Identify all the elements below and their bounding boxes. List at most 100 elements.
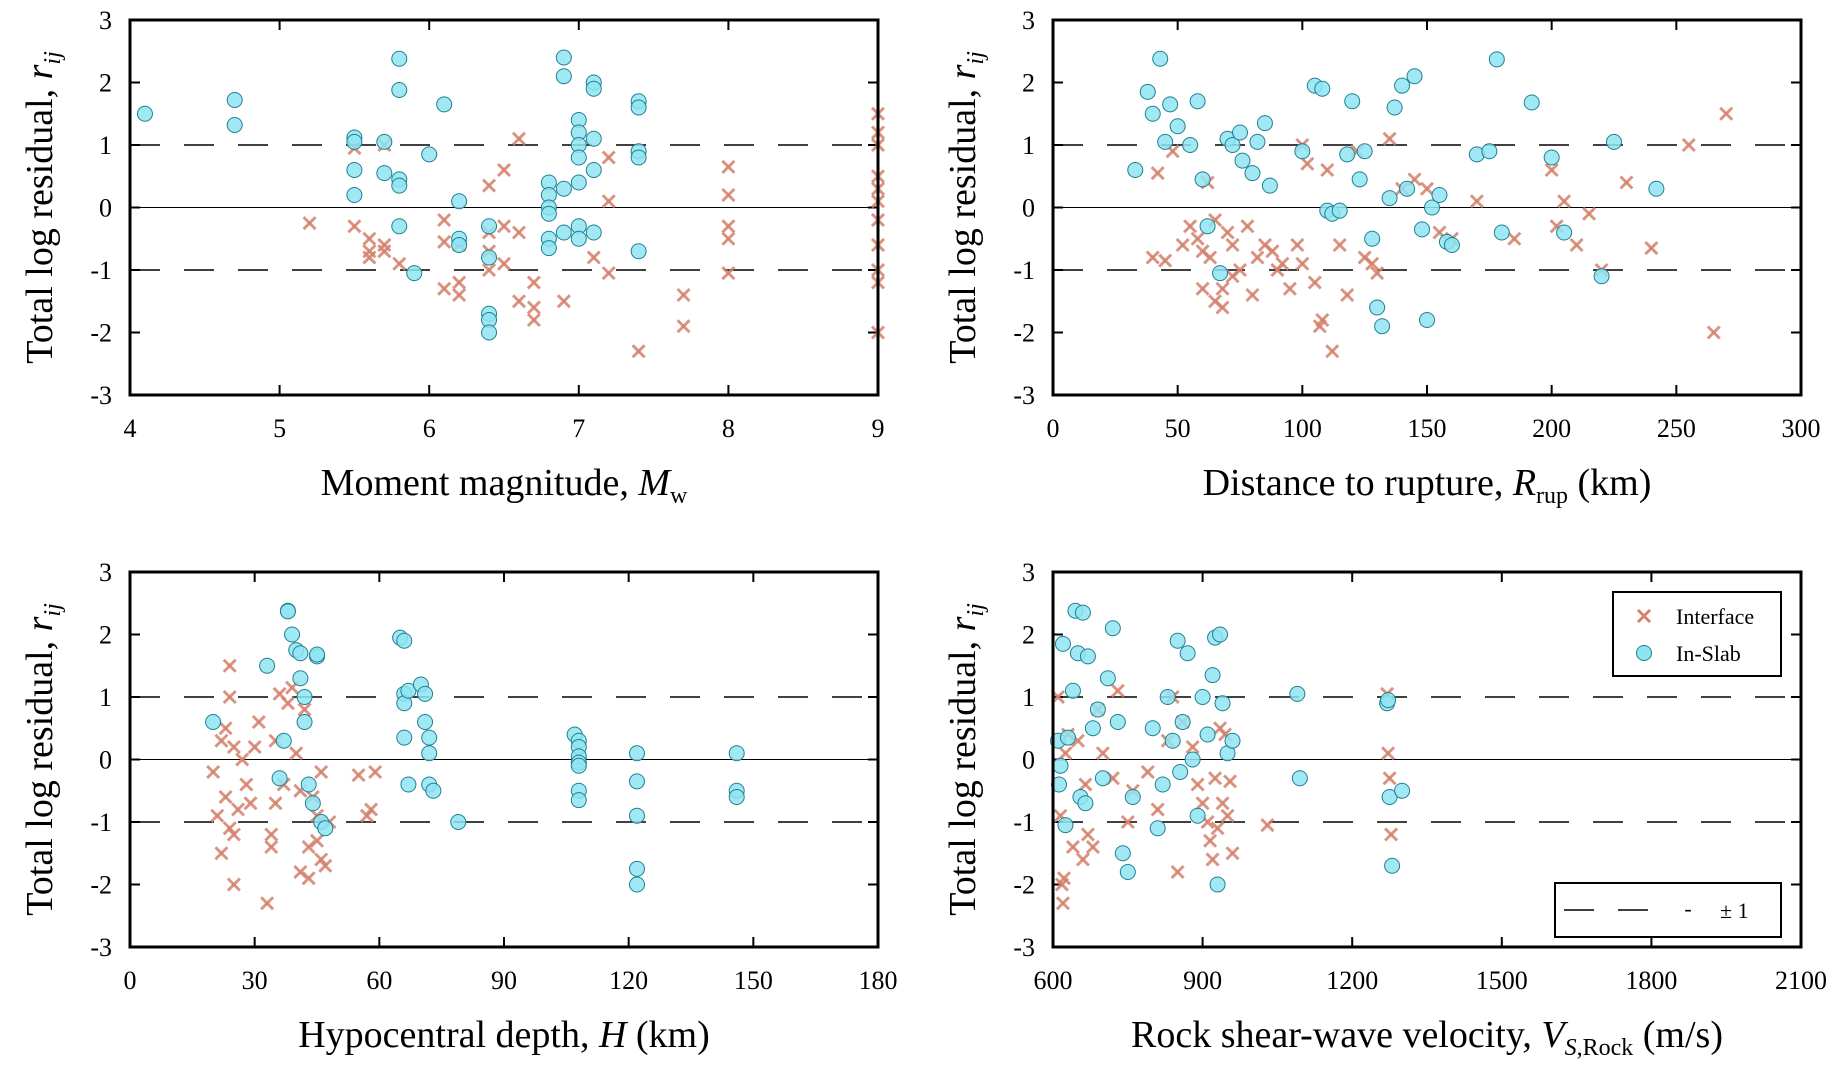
interface-point [1056,871,1072,886]
inslab-point [1256,115,1273,132]
interface-point [1245,287,1260,303]
interface-point [1195,281,1210,296]
inslab-point [1189,807,1206,824]
interface-point [1220,225,1235,240]
interface-point [481,178,497,193]
interface-point [721,187,736,203]
interface-point [1085,839,1100,855]
interface-point [235,752,250,767]
interface-point [496,162,512,178]
interface-point [247,739,262,755]
inslab-point [1543,149,1560,166]
x-tick-label: 150 [734,966,773,995]
y-tick-label: 1 [1022,131,1035,160]
panel-3: 0 30 60 90 120 150 180 -3 -2 -1 0 1 2 3 Hypocentral de… [19,558,898,1056]
interface-point [1175,237,1190,253]
inslab-point [317,820,334,837]
inslab-point [481,249,498,266]
inslab-point [1344,93,1361,110]
inslab-point [1374,318,1391,335]
interface-point [1145,250,1160,265]
inslab-point [1169,118,1186,135]
interface-point [264,839,279,855]
inslab-point [570,174,587,191]
x-tick-label: 50 [1165,414,1191,443]
interface-point [1544,162,1559,178]
inslab-point [284,626,301,643]
inslab-point [304,795,321,812]
x-tick-label: 0 [124,966,137,995]
interface-point [601,194,616,209]
inslab-point [1369,299,1386,316]
inslab-point [1124,789,1141,805]
interface-point [314,764,329,780]
interface-point [437,281,452,296]
inslab-point [421,146,438,163]
inslab-point [226,117,243,133]
inslab-point [1606,133,1622,150]
interface-point [1215,281,1230,296]
band-legend-label: ± 1 [1720,898,1749,923]
inslab-point [1104,620,1121,637]
inslab-point [1109,714,1126,730]
inslab-point [391,82,408,98]
inslab-point [1234,152,1251,169]
interface-point [1295,256,1310,271]
x-tick-label: 900 [1183,966,1222,995]
inslab-point [1199,726,1216,743]
y-tick-label: 0 [99,746,112,775]
interface-point [1205,852,1220,867]
interface-point [363,802,379,817]
inslab-point [1074,604,1091,621]
legend-interface-label: Interface [1676,604,1754,629]
inslab-point [1364,230,1381,247]
inslab-point [585,80,602,97]
inslab-point [1593,268,1610,285]
plot-frame [128,18,880,397]
interface-point [1706,325,1721,340]
interface-point [1158,253,1173,268]
interface-point [301,871,316,886]
inslab-point [400,776,417,793]
interface-point [1150,166,1165,181]
interface-point [1370,266,1385,281]
inslab-point [396,729,413,746]
inslab-point [1224,732,1241,749]
y-tick-label: 2 [99,621,112,650]
interface-point [1290,237,1305,253]
inslab-point [1419,312,1435,328]
interface-point [526,312,541,328]
x-tick-label: 600 [1034,966,1073,995]
interface-point [239,777,254,792]
interface-point [1110,683,1125,698]
inslab-point [481,218,498,235]
band-legend-dash: - [1684,896,1691,921]
inslab-point [570,792,587,809]
y-tick-label: 3 [99,6,112,35]
inslab-point [1232,124,1248,141]
interface-point [214,846,229,861]
interface-point [226,877,241,892]
inslab-point [1184,751,1201,768]
inslab-point [630,149,647,166]
x-axis-label: Distance to rupture, Rrup (km) [1203,462,1652,509]
inslab-point [1399,180,1416,197]
interface-point [1080,827,1095,842]
inslab-point [1212,265,1229,282]
y-tick-label: 0 [1022,746,1035,775]
inslab-point [728,745,745,762]
x-tick-label: 0 [1047,414,1060,443]
interface-point [268,796,283,811]
x-tick-label: 1800 [1625,966,1677,995]
interface-point [289,746,304,761]
inslab-point [421,729,438,746]
inslab-point [540,240,557,257]
inslab-point [296,689,313,705]
interface-point [318,858,333,873]
x-tick-label: 5 [273,414,286,443]
inslab-point [1059,729,1076,746]
panel-1: 4 5 6 7 8 9 -3 -2 -1 0 1 2 3 Moment magnitude, Mw Tota… [19,6,886,509]
interface-point [302,216,317,231]
interface-point [1315,312,1330,328]
